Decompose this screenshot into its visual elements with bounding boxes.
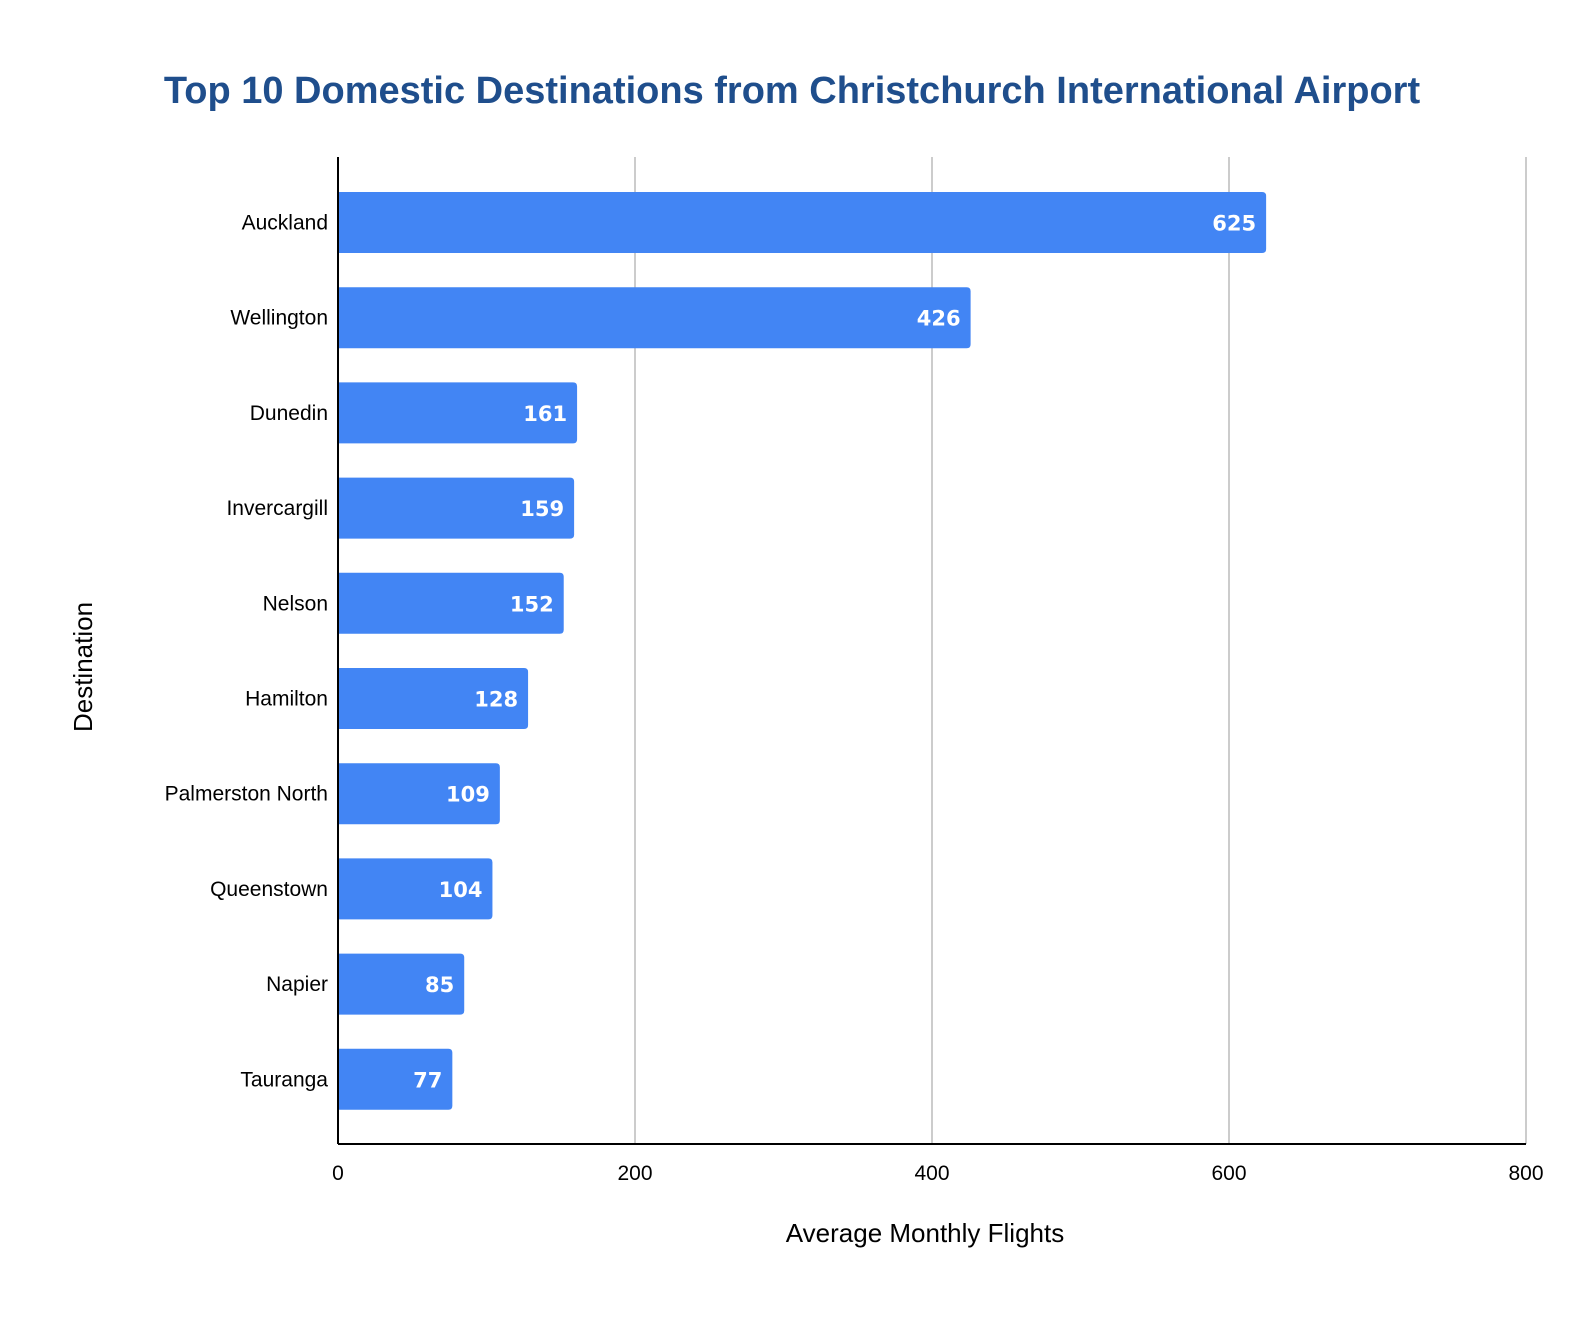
category-label: Nelson [263,592,328,615]
x-tick-label: 800 [1508,1162,1543,1185]
category-label: Napier [266,973,328,996]
x-tick-labels: 0 200 400 600 800 [332,1162,1543,1185]
data-label: 85 [425,973,454,997]
bar-tauranga [338,1048,453,1110]
x-tick-label: 200 [617,1162,652,1185]
category-labels: Auckland Wellington Dunedin Invercargill Nel… [165,212,329,1092]
bar-wellington [338,287,971,349]
bar-dunedin [338,382,578,444]
category-label: Hamilton [245,688,328,711]
x-tick-label: 400 [914,1162,949,1185]
bar-palmerston-north [338,763,500,825]
bar-nelson [338,572,564,634]
category-label: Dunedin [250,402,328,425]
category-label: Wellington [230,307,328,330]
bar-queenstown [338,858,493,920]
bars: 625 426 161 159 152 128 109 104 85 77 [338,192,1267,1110]
data-label: 109 [446,783,490,807]
category-label: Auckland [242,212,328,235]
data-label: 625 [1212,212,1256,236]
category-label: Invercargill [226,497,328,520]
category-label: Palmerston North [165,783,328,806]
bar-invercargill [338,477,575,539]
data-label: 161 [523,402,567,426]
x-axis-title: Average Monthly Flights [786,1218,1064,1248]
x-tick-label: 0 [332,1162,344,1185]
data-label: 152 [510,592,554,616]
axes [337,157,1526,1145]
chart-title: Top 10 Domestic Destinations from Christ… [164,70,1421,112]
data-label: 128 [474,688,518,712]
y-axis-title: Destination [68,602,98,732]
category-label: Tauranga [240,1068,328,1091]
x-tick-label: 600 [1211,1162,1246,1185]
bar-auckland [338,192,1267,253]
bar-hamilton [338,668,529,729]
bar-napier [338,953,465,1015]
data-label: 426 [917,307,961,331]
category-label: Queenstown [210,878,328,901]
data-label: 104 [439,878,483,902]
data-label: 159 [520,497,564,521]
data-label: 77 [413,1068,442,1092]
